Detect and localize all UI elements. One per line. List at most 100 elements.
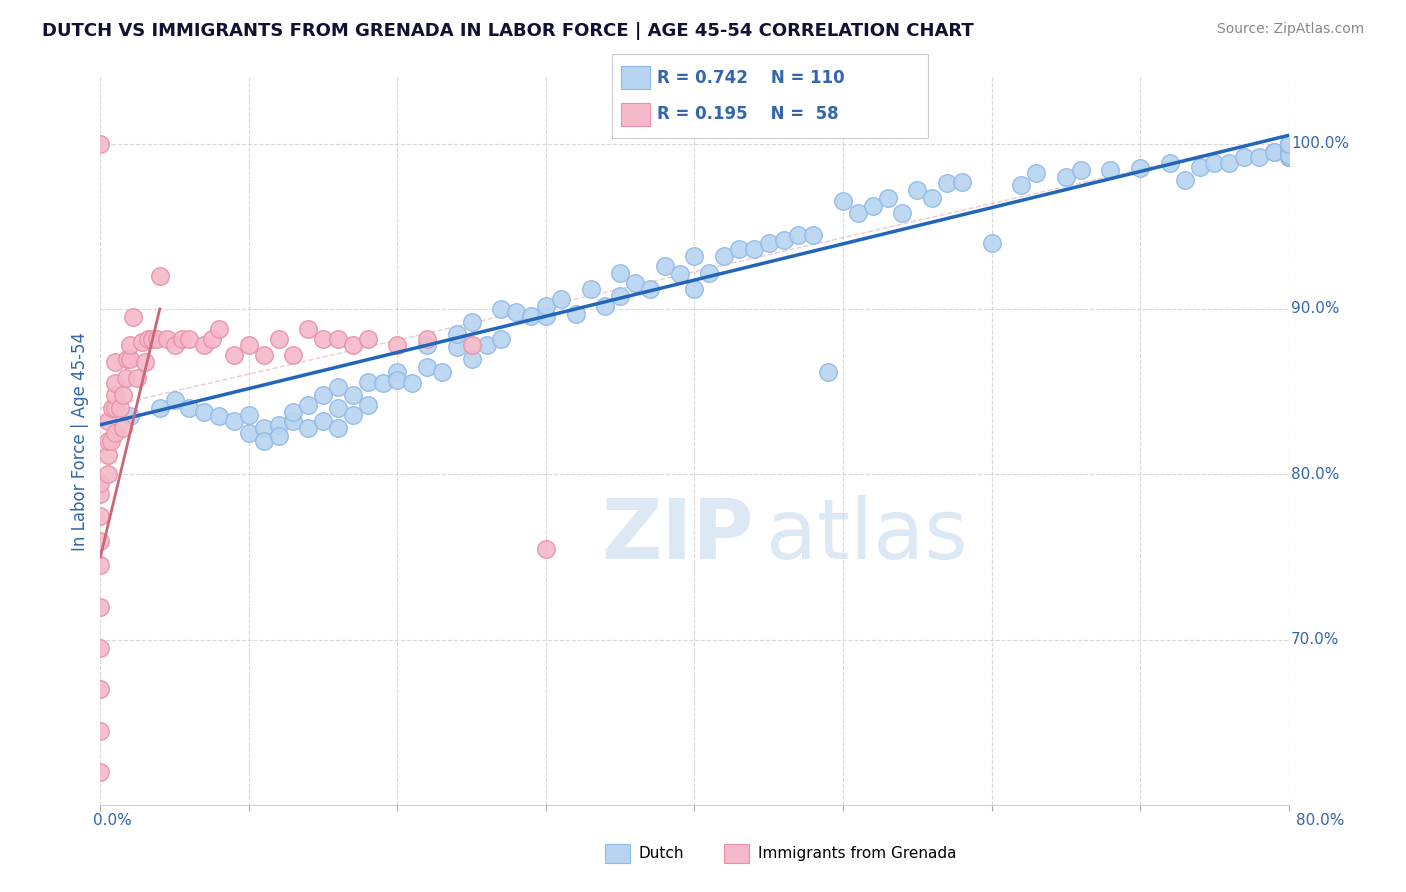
Point bbox=[1204, 156, 1226, 170]
Point bbox=[238, 338, 260, 352]
Y-axis label: In Labor Force | Age 45-54: In Labor Force | Age 45-54 bbox=[72, 332, 89, 550]
Point bbox=[104, 425, 127, 440]
Point bbox=[1188, 160, 1211, 174]
Point bbox=[342, 338, 364, 352]
Point bbox=[283, 414, 305, 428]
Point bbox=[460, 338, 482, 352]
Text: Source: ZipAtlas.com: Source: ZipAtlas.com bbox=[1216, 22, 1364, 37]
Point bbox=[111, 421, 134, 435]
Point bbox=[638, 282, 661, 296]
Point bbox=[460, 315, 482, 329]
Text: Dutch: Dutch bbox=[638, 847, 683, 861]
Text: 80.0%: 80.0% bbox=[1296, 814, 1344, 829]
Point bbox=[222, 414, 245, 428]
Point bbox=[1174, 173, 1197, 187]
Point bbox=[699, 266, 721, 280]
Point bbox=[891, 206, 914, 220]
Point bbox=[624, 276, 647, 290]
Point bbox=[114, 371, 136, 385]
Point bbox=[89, 475, 111, 490]
Text: Immigrants from Grenada: Immigrants from Grenada bbox=[758, 847, 956, 861]
Point bbox=[89, 682, 111, 697]
Point bbox=[846, 206, 869, 220]
Point bbox=[238, 408, 260, 422]
Point bbox=[97, 448, 120, 462]
Text: DUTCH VS IMMIGRANTS FROM GRENADA IN LABOR FORCE | AGE 45-54 CORRELATION CHART: DUTCH VS IMMIGRANTS FROM GRENADA IN LABO… bbox=[42, 22, 974, 40]
Point bbox=[862, 199, 884, 213]
Point bbox=[1278, 143, 1301, 157]
Point bbox=[156, 332, 179, 346]
Point bbox=[357, 332, 380, 346]
Point bbox=[980, 235, 1002, 250]
Point bbox=[1278, 143, 1301, 157]
Point bbox=[120, 338, 142, 352]
Point bbox=[772, 233, 794, 247]
Point bbox=[401, 376, 423, 391]
Point bbox=[253, 421, 276, 435]
Point bbox=[683, 282, 706, 296]
Point bbox=[787, 227, 810, 242]
Point bbox=[491, 332, 513, 346]
Point bbox=[1278, 145, 1301, 159]
Point bbox=[208, 409, 231, 424]
Point bbox=[89, 136, 111, 151]
Point bbox=[1010, 178, 1032, 192]
Point bbox=[253, 434, 276, 449]
Point bbox=[1278, 136, 1301, 151]
Point bbox=[475, 338, 498, 352]
Point bbox=[97, 467, 120, 482]
Point bbox=[267, 417, 290, 432]
Point bbox=[134, 355, 156, 369]
Text: 80.0%: 80.0% bbox=[1291, 467, 1340, 482]
Point bbox=[89, 599, 111, 614]
Point bbox=[905, 183, 928, 197]
Point bbox=[1247, 150, 1270, 164]
Point bbox=[357, 398, 380, 412]
Point bbox=[1278, 143, 1301, 157]
Point bbox=[283, 348, 305, 362]
Text: 70.0%: 70.0% bbox=[1291, 632, 1340, 648]
Point bbox=[1129, 161, 1152, 176]
Point bbox=[120, 409, 142, 424]
Point bbox=[111, 388, 134, 402]
Point bbox=[1278, 136, 1301, 151]
Point bbox=[193, 404, 215, 418]
Point bbox=[1278, 136, 1301, 151]
Point bbox=[104, 355, 127, 369]
Point bbox=[416, 332, 439, 346]
Point bbox=[1159, 156, 1181, 170]
Point bbox=[491, 301, 513, 316]
Point bbox=[505, 305, 527, 319]
Point bbox=[654, 259, 676, 273]
Point bbox=[1278, 140, 1301, 154]
Point bbox=[342, 388, 364, 402]
Point bbox=[136, 332, 159, 346]
Point bbox=[326, 380, 349, 394]
Point bbox=[1278, 136, 1301, 151]
Point bbox=[312, 332, 335, 346]
Point bbox=[342, 408, 364, 422]
Point bbox=[446, 340, 468, 354]
Point bbox=[146, 332, 169, 346]
Point bbox=[387, 373, 409, 387]
Point bbox=[1099, 163, 1122, 178]
Point bbox=[1278, 136, 1301, 151]
Point bbox=[97, 414, 120, 428]
Point bbox=[1278, 136, 1301, 151]
Point bbox=[101, 401, 124, 416]
Point bbox=[238, 425, 260, 440]
Point bbox=[921, 191, 943, 205]
Point bbox=[141, 332, 163, 346]
Text: R = 0.195    N =  58: R = 0.195 N = 58 bbox=[657, 105, 838, 123]
Point bbox=[1233, 150, 1256, 164]
Point bbox=[460, 351, 482, 366]
Point bbox=[1263, 145, 1285, 159]
Point bbox=[297, 421, 319, 435]
Point bbox=[267, 429, 290, 443]
Point bbox=[208, 322, 231, 336]
Point bbox=[1278, 142, 1301, 156]
Point bbox=[179, 401, 201, 416]
Point bbox=[283, 404, 305, 418]
Point bbox=[430, 365, 453, 379]
Point bbox=[876, 191, 898, 205]
